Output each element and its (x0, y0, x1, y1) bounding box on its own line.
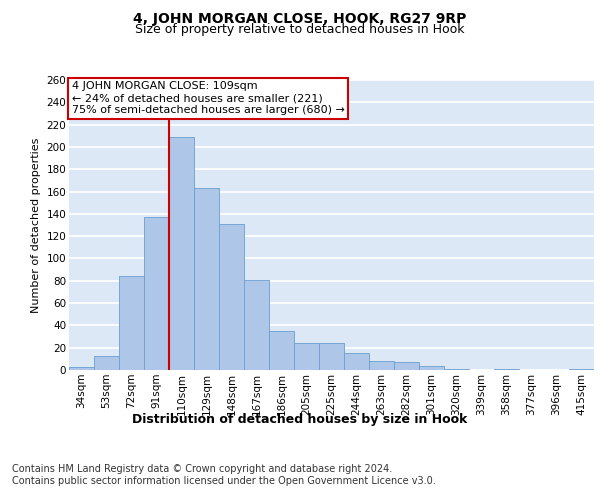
Bar (419, 366, 444, 370)
Bar (319, 343, 344, 370)
Bar (344, 354, 369, 370)
Bar (144, 217, 169, 370)
Bar (444, 369, 469, 370)
Bar (494, 369, 519, 370)
Bar (394, 362, 419, 370)
Text: Contains HM Land Registry data © Crown copyright and database right 2024.: Contains HM Land Registry data © Crown c… (12, 464, 392, 474)
Text: 4, JOHN MORGAN CLOSE, HOOK, RG27 9RP: 4, JOHN MORGAN CLOSE, HOOK, RG27 9RP (133, 12, 467, 26)
Text: Size of property relative to detached houses in Hook: Size of property relative to detached ho… (135, 22, 465, 36)
Bar (69, 366, 94, 370)
Bar (369, 361, 394, 370)
Bar (244, 280, 269, 370)
Text: Contains public sector information licensed under the Open Government Licence v3: Contains public sector information licen… (12, 476, 436, 486)
Bar (169, 137, 194, 370)
Bar (94, 356, 119, 370)
Bar (569, 369, 594, 370)
Y-axis label: Number of detached properties: Number of detached properties (31, 138, 41, 312)
Bar (219, 224, 244, 370)
Bar (194, 188, 219, 370)
Bar (294, 343, 319, 370)
Bar (119, 276, 144, 370)
Text: 4 JOHN MORGAN CLOSE: 109sqm
← 24% of detached houses are smaller (221)
75% of se: 4 JOHN MORGAN CLOSE: 109sqm ← 24% of det… (71, 82, 344, 114)
Text: Distribution of detached houses by size in Hook: Distribution of detached houses by size … (133, 412, 467, 426)
Bar (269, 331, 294, 370)
